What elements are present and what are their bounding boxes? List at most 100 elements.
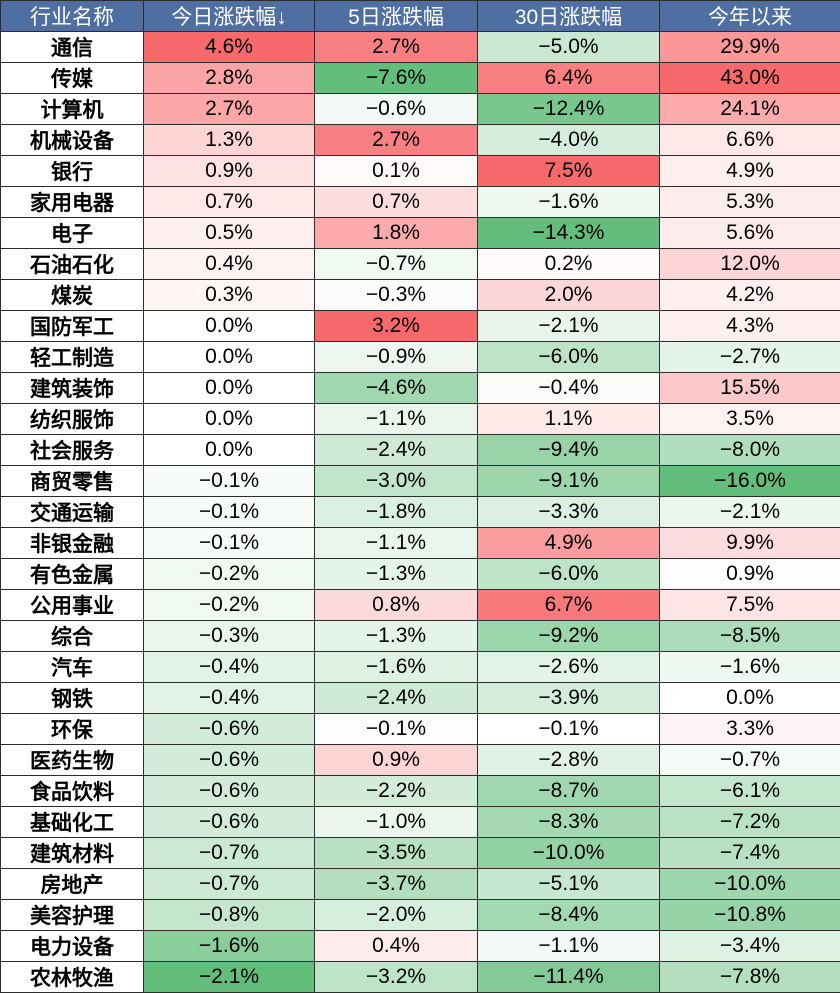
- today-change-cell: 2.7%: [144, 94, 315, 125]
- day5-change-cell: −1.1%: [315, 528, 478, 559]
- ytd-change-cell: 5.3%: [660, 187, 840, 218]
- day5-change-cell: 0.9%: [315, 745, 478, 776]
- day5-change-cell: 3.2%: [315, 311, 478, 342]
- table-row: 环保−0.6%−0.1%−0.1%3.3%: [1, 714, 840, 745]
- today-change-cell: −1.6%: [144, 931, 315, 962]
- day5-change-cell: −3.0%: [315, 466, 478, 497]
- day5-change-cell: −0.1%: [315, 714, 478, 745]
- day30-change-cell: −4.0%: [478, 125, 660, 156]
- ytd-change-cell: −2.1%: [660, 497, 840, 528]
- day30-change-cell: −0.1%: [478, 714, 660, 745]
- ytd-change-cell: 5.6%: [660, 218, 840, 249]
- day30-change-cell: 1.1%: [478, 404, 660, 435]
- industry-name-cell: 建筑装饰: [1, 373, 144, 404]
- day30-change-cell: −2.1%: [478, 311, 660, 342]
- day5-change-cell: −3.5%: [315, 838, 478, 869]
- industry-name-cell: 计算机: [1, 94, 144, 125]
- day30-change-cell: −9.1%: [478, 466, 660, 497]
- today-change-cell: 0.0%: [144, 435, 315, 466]
- table-row: 商贸零售−0.1%−3.0%−9.1%−16.0%: [1, 466, 840, 497]
- day30-change-cell: −3.9%: [478, 683, 660, 714]
- today-change-cell: −2.1%: [144, 962, 315, 993]
- header-5day-change[interactable]: 5日涨跌幅: [315, 1, 478, 32]
- header-row: 行业名称 今日涨跌幅↓ 5日涨跌幅 30日涨跌幅 今年以来: [1, 1, 840, 32]
- day30-change-cell: −6.0%: [478, 559, 660, 590]
- day5-change-cell: −1.8%: [315, 497, 478, 528]
- day5-change-cell: −1.1%: [315, 404, 478, 435]
- table-row: 钢铁−0.4%−2.4%−3.9%0.0%: [1, 683, 840, 714]
- today-change-cell: 0.0%: [144, 342, 315, 373]
- ytd-change-cell: −2.7%: [660, 342, 840, 373]
- today-change-cell: −0.4%: [144, 683, 315, 714]
- day30-change-cell: 4.9%: [478, 528, 660, 559]
- day5-change-cell: 0.7%: [315, 187, 478, 218]
- today-change-cell: −0.1%: [144, 528, 315, 559]
- header-ytd-change[interactable]: 今年以来: [660, 1, 840, 32]
- today-change-cell: −0.7%: [144, 869, 315, 900]
- ytd-change-cell: 15.5%: [660, 373, 840, 404]
- ytd-change-cell: 4.9%: [660, 156, 840, 187]
- day5-change-cell: −0.6%: [315, 94, 478, 125]
- today-change-cell: −0.3%: [144, 621, 315, 652]
- day30-change-cell: −1.1%: [478, 931, 660, 962]
- day5-change-cell: −2.0%: [315, 900, 478, 931]
- today-change-cell: 0.3%: [144, 280, 315, 311]
- ytd-change-cell: 3.5%: [660, 404, 840, 435]
- industry-name-cell: 石油石化: [1, 249, 144, 280]
- header-industry-name[interactable]: 行业名称: [1, 1, 144, 32]
- day30-change-cell: −14.3%: [478, 218, 660, 249]
- day30-change-cell: −1.6%: [478, 187, 660, 218]
- today-change-cell: 0.7%: [144, 187, 315, 218]
- table-row: 食品饮料−0.6%−2.2%−8.7%−6.1%: [1, 776, 840, 807]
- today-change-cell: −0.8%: [144, 900, 315, 931]
- ytd-change-cell: −7.8%: [660, 962, 840, 993]
- ytd-change-cell: 4.3%: [660, 311, 840, 342]
- ytd-change-cell: −10.0%: [660, 869, 840, 900]
- industry-name-cell: 美容护理: [1, 900, 144, 931]
- day30-change-cell: 0.2%: [478, 249, 660, 280]
- day30-change-cell: −5.1%: [478, 869, 660, 900]
- industry-name-cell: 钢铁: [1, 683, 144, 714]
- industry-name-cell: 交通运输: [1, 497, 144, 528]
- day5-change-cell: 2.7%: [315, 32, 478, 63]
- today-change-cell: 4.6%: [144, 32, 315, 63]
- today-change-cell: −0.4%: [144, 652, 315, 683]
- ytd-change-cell: 0.9%: [660, 559, 840, 590]
- industry-name-cell: 医药生物: [1, 745, 144, 776]
- industry-name-cell: 国防军工: [1, 311, 144, 342]
- industry-name-cell: 环保: [1, 714, 144, 745]
- ytd-change-cell: 6.6%: [660, 125, 840, 156]
- header-today-change[interactable]: 今日涨跌幅↓: [144, 1, 315, 32]
- today-change-cell: 0.9%: [144, 156, 315, 187]
- ytd-change-cell: −0.7%: [660, 745, 840, 776]
- day30-change-cell: −11.4%: [478, 962, 660, 993]
- industry-name-cell: 商贸零售: [1, 466, 144, 497]
- ytd-change-cell: −3.4%: [660, 931, 840, 962]
- header-30day-change[interactable]: 30日涨跌幅: [478, 1, 660, 32]
- ytd-change-cell: 24.1%: [660, 94, 840, 125]
- industry-name-cell: 非银金融: [1, 528, 144, 559]
- day30-change-cell: −6.0%: [478, 342, 660, 373]
- today-change-cell: 1.3%: [144, 125, 315, 156]
- day30-change-cell: −8.4%: [478, 900, 660, 931]
- today-change-cell: −0.6%: [144, 807, 315, 838]
- ytd-change-cell: −16.0%: [660, 466, 840, 497]
- industry-name-cell: 轻工制造: [1, 342, 144, 373]
- day30-change-cell: 6.7%: [478, 590, 660, 621]
- industry-name-cell: 基础化工: [1, 807, 144, 838]
- table-row: 房地产−0.7%−3.7%−5.1%−10.0%: [1, 869, 840, 900]
- day5-change-cell: 0.1%: [315, 156, 478, 187]
- industry-name-cell: 综合: [1, 621, 144, 652]
- day30-change-cell: 7.5%: [478, 156, 660, 187]
- day5-change-cell: −7.6%: [315, 63, 478, 94]
- day30-change-cell: 6.4%: [478, 63, 660, 94]
- day5-change-cell: −3.2%: [315, 962, 478, 993]
- industry-name-cell: 银行: [1, 156, 144, 187]
